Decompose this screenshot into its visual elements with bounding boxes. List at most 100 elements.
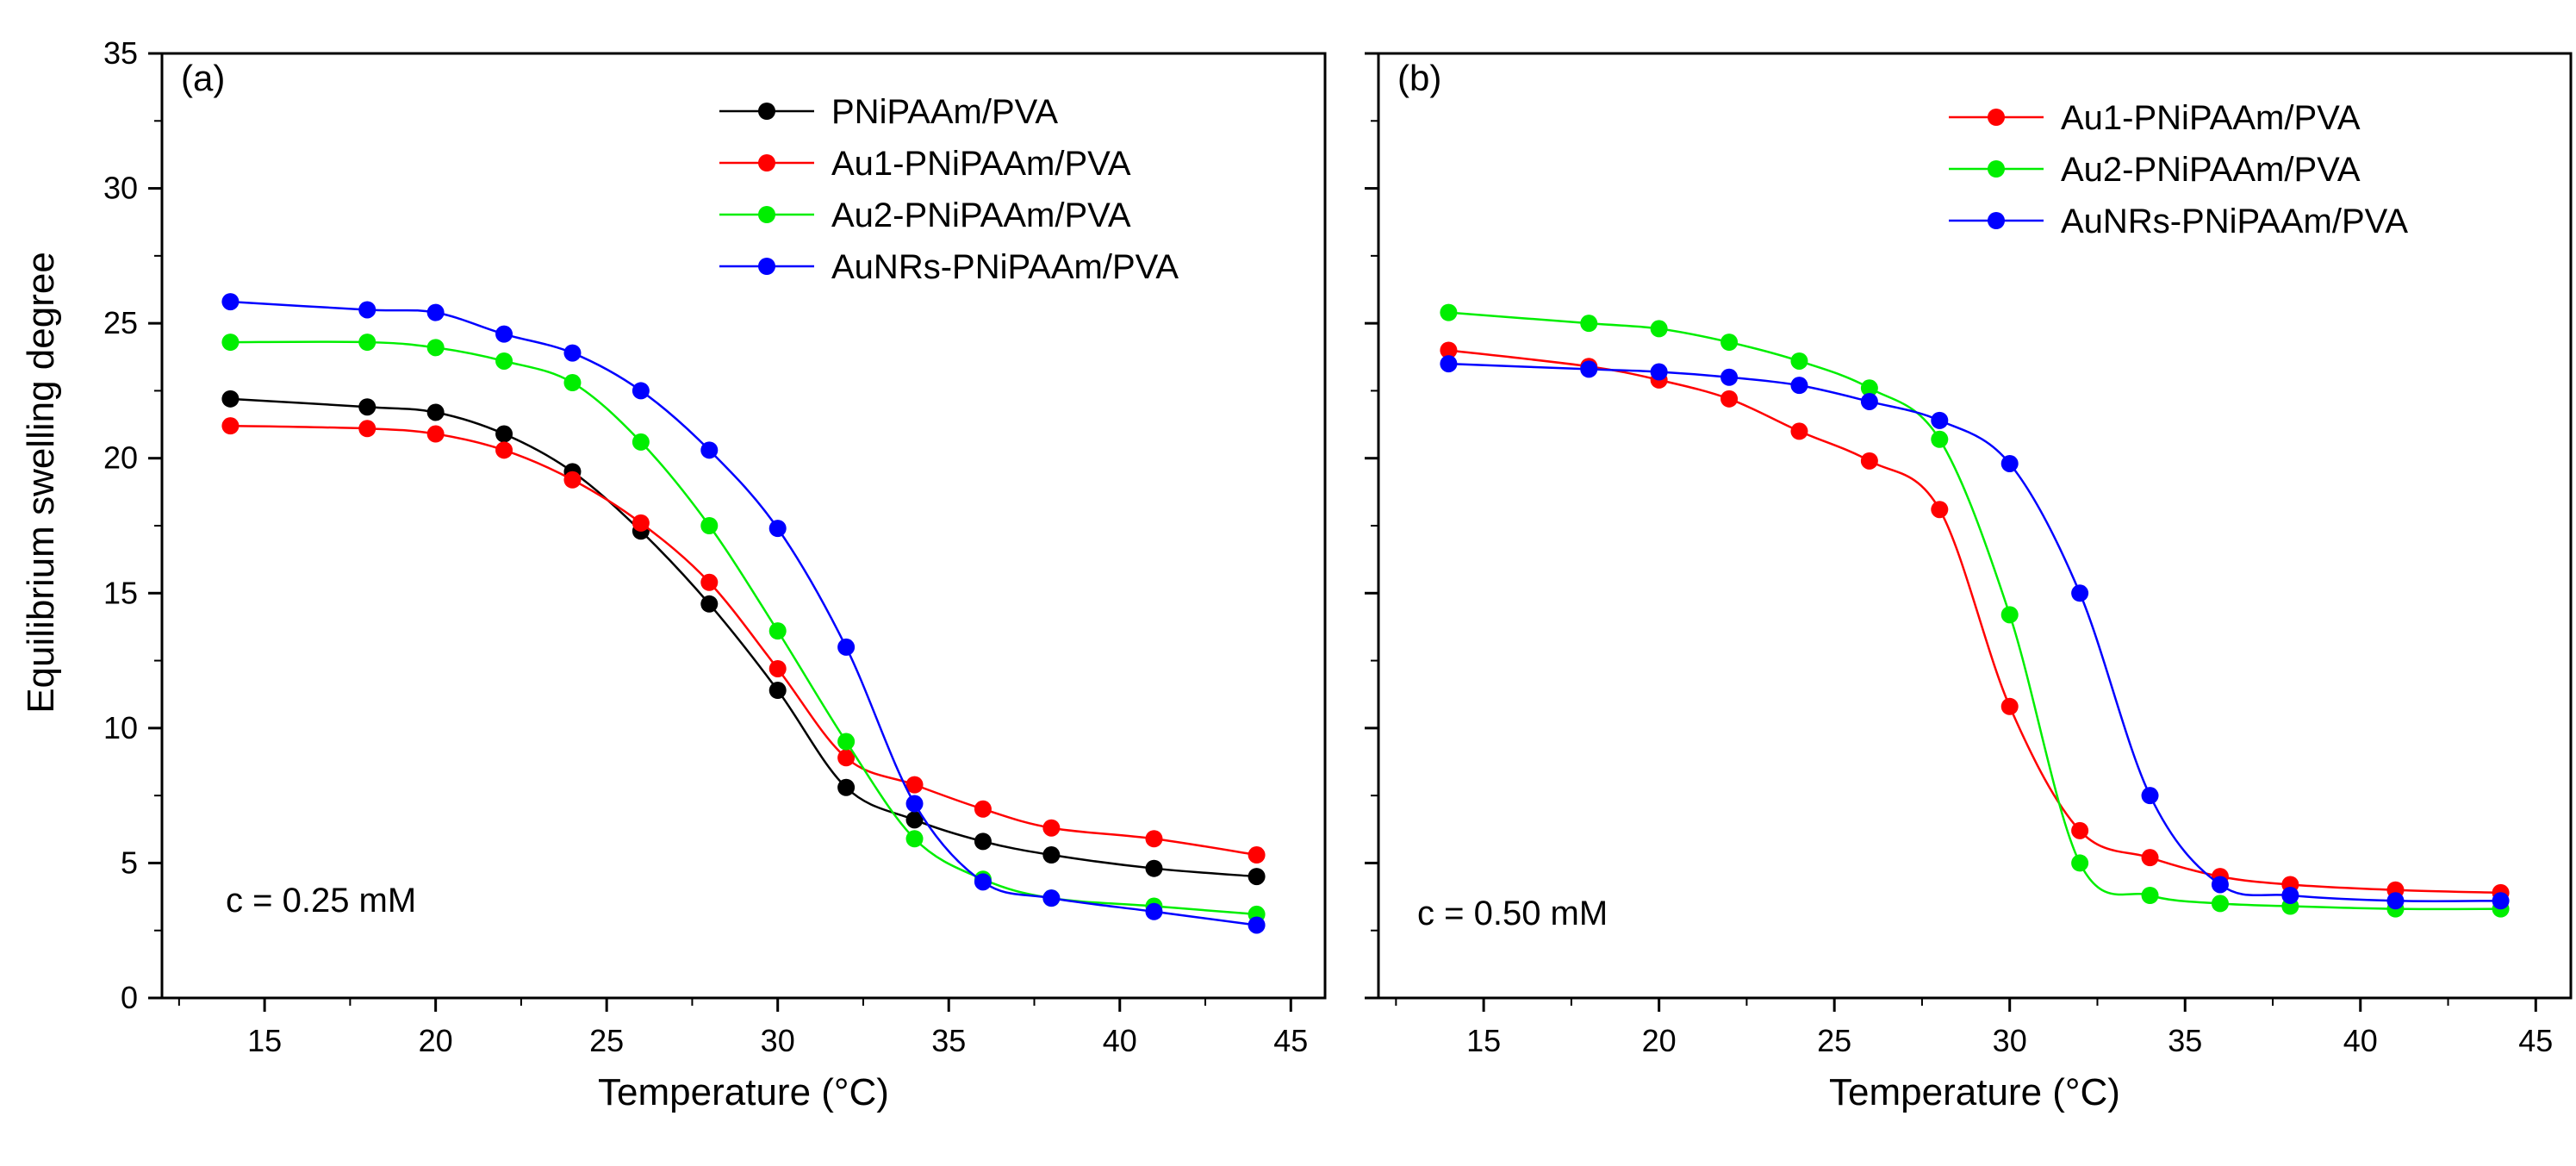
series-au1-pnipaam-pva	[221, 417, 1266, 864]
data-point	[905, 830, 924, 848]
data-point	[221, 334, 240, 352]
series-line	[1448, 311, 2501, 911]
data-point	[1860, 452, 1878, 470]
data-point	[495, 352, 513, 370]
legend-marker	[1988, 160, 2005, 178]
data-point	[2386, 892, 2405, 910]
series-line	[230, 424, 1257, 857]
data-point	[2211, 876, 2229, 894]
data-point	[1720, 334, 1739, 352]
x-tick-label: 20	[419, 1023, 453, 1058]
series-au1-pnipaam-pva	[1440, 341, 2510, 901]
data-point	[426, 425, 445, 443]
data-point	[495, 425, 513, 443]
data-point	[1042, 889, 1061, 907]
legend-marker	[758, 103, 775, 120]
legend-label: AuNRs-PNiPAAm/PVA	[2061, 203, 2408, 240]
y-tick-label: 5	[121, 845, 138, 880]
data-point	[2071, 821, 2089, 839]
legend-marker	[758, 206, 775, 223]
legend-label: PNiPAAm/PVA	[831, 93, 1058, 131]
data-point	[426, 303, 445, 321]
data-point	[358, 420, 376, 438]
data-point	[1440, 355, 1458, 373]
data-point	[1248, 868, 1266, 886]
data-point	[632, 433, 650, 451]
data-point	[221, 417, 240, 435]
series-line	[230, 397, 1257, 878]
data-point	[974, 832, 992, 851]
data-point	[1580, 315, 1598, 333]
data-point	[2281, 887, 2299, 905]
data-point	[2071, 584, 2089, 602]
data-point	[1042, 819, 1061, 837]
panel-label: (a)	[181, 58, 225, 98]
concentration-annotation: c = 0.25 mM	[226, 882, 416, 920]
data-point	[2492, 892, 2510, 910]
data-point	[1440, 303, 1458, 321]
data-point	[1042, 846, 1061, 864]
data-point	[1248, 916, 1266, 934]
data-point	[426, 339, 445, 357]
series-aunrs-pnipaam-pva	[1440, 355, 2510, 910]
y-axis-label: Equilibrium swelling degree	[20, 252, 62, 714]
x-tick-label: 45	[1273, 1023, 1308, 1058]
x-tick-label: 15	[1466, 1023, 1501, 1058]
y-tick-label: 0	[121, 980, 138, 1015]
data-point	[563, 344, 582, 362]
data-point	[2000, 606, 2019, 624]
x-tick-label: 20	[1642, 1023, 1677, 1058]
legend-label: Au2-PNiPAAm/PVA	[2061, 151, 2361, 189]
x-axis-label: Temperature (°C)	[598, 1071, 889, 1113]
data-point	[1931, 501, 1949, 519]
data-point	[2141, 787, 2159, 805]
data-point	[1248, 846, 1266, 864]
data-point	[221, 293, 240, 311]
legend-marker	[758, 154, 775, 171]
data-point	[2000, 454, 2019, 472]
data-point	[700, 573, 719, 591]
panel-b: 15 20 25 30 35 40 45 Temperature (°C) (b) c = 0.5…	[1365, 52, 2573, 1113]
data-point	[632, 382, 650, 400]
data-point	[221, 390, 240, 408]
data-point	[1860, 379, 1878, 397]
x-axis-label: Temperature (°C)	[1829, 1071, 2120, 1113]
data-point	[837, 733, 856, 751]
y-tick-label: 20	[103, 440, 138, 476]
x-tick-label: 35	[2168, 1023, 2202, 1058]
legend-marker	[1988, 109, 2005, 126]
data-point	[1650, 320, 1668, 338]
plot-frame	[160, 52, 1327, 1000]
x-tick-label: 45	[2518, 1023, 2553, 1058]
x-tick-label: 30	[1993, 1023, 2027, 1058]
x-tick-label: 35	[931, 1023, 966, 1058]
data-point	[1145, 830, 1163, 848]
data-point	[495, 325, 513, 343]
data-point	[905, 776, 924, 794]
legend-marker	[758, 258, 775, 275]
data-point	[1790, 352, 1808, 370]
series-aunrs-pnipaam-pva	[221, 293, 1266, 934]
data-point	[768, 622, 787, 640]
legend-label: Au2-PNiPAAm/PVA	[831, 196, 1131, 234]
data-point	[837, 638, 856, 656]
series-line	[230, 340, 1257, 916]
data-point	[358, 301, 376, 319]
x-tick-label: 40	[1103, 1023, 1137, 1058]
x-tick-label: 30	[761, 1023, 795, 1058]
data-point	[768, 520, 787, 538]
x-tick-label: 25	[1817, 1023, 1851, 1058]
plot-frame	[1377, 52, 2573, 1000]
y-tick-label: 30	[103, 171, 138, 206]
legend: PNiPAAm/PVA Au1-PNiPAAm/PVA Au2-PNiPAAm/PV…	[719, 93, 1179, 286]
data-point	[495, 441, 513, 459]
x-tick-label: 25	[589, 1023, 624, 1058]
series-au2-pnipaam-pva	[1440, 303, 2510, 918]
data-point	[905, 795, 924, 813]
data-point	[2211, 895, 2229, 913]
data-point	[2000, 697, 2019, 715]
data-point	[700, 595, 719, 613]
data-point	[905, 811, 924, 829]
x-tick-label: 15	[247, 1023, 282, 1058]
